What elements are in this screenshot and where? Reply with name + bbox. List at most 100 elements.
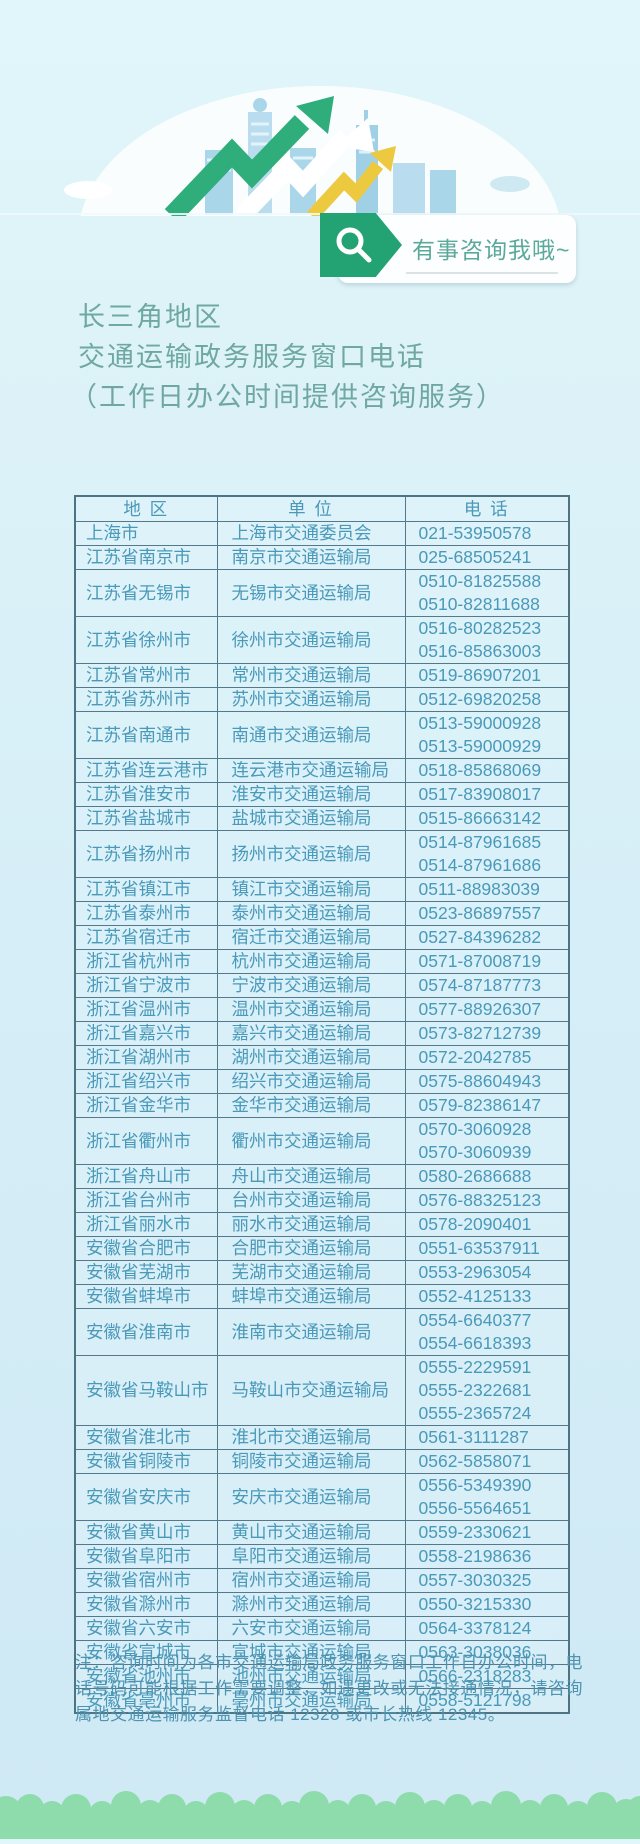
table-row: 安徽省安庆市 安庆市交通运输局 0556-5349390 0556-5564651 — [74, 1473, 570, 1521]
table-row: 安徽省淮南市 淮南市交通运输局 0554-6640377 0554-6618393 — [74, 1308, 570, 1356]
cell-phone: 0550-3215330 — [404, 1592, 570, 1617]
table-row: 浙江省绍兴市 绍兴市交通运输局 0575-88604943 — [74, 1069, 570, 1094]
cell-region: 安徽省黄山市 — [74, 1520, 218, 1545]
cell-phone: 0512-69820258 — [404, 687, 570, 712]
cell-region: 安徽省合肥市 — [74, 1236, 218, 1261]
cell-region: 江苏省盐城市 — [74, 806, 218, 831]
cell-region: 安徽省池州市 — [74, 1664, 218, 1689]
table-row: 安徽省马鞍山市 马鞍山市交通运输局 0555-2229591 0555-232268… — [74, 1355, 570, 1426]
cell-unit: 淮北市交通运输局 — [216, 1425, 406, 1450]
title-subtitle: （工作日办公时间提供咨询服务） — [70, 382, 505, 412]
phone-table-wrap: 地 区 单 位 电 话 上海市 上海市交通委员会 021-53950578 江苏省南京… — [74, 495, 570, 1714]
search-icon — [336, 227, 372, 263]
cell-unit: 温州市交通运输局 — [216, 997, 406, 1022]
table-row: 浙江省嘉兴市 嘉兴市交通运输局 0573-82712739 — [74, 1021, 570, 1046]
phone-table-body: 上海市 上海市交通委员会 021-53950578 江苏省南京市 南京市交通运输局 025… — [74, 521, 570, 1714]
cell-region: 安徽省六安市 — [74, 1616, 218, 1641]
banner-underline — [406, 272, 558, 274]
table-row: 江苏省南通市 南通市交通运输局 0513-59000928 0513-5900092… — [74, 711, 570, 759]
city-growth-illustration — [0, 0, 640, 390]
table-row: 安徽省滁州市 滁州市交通运输局 0550-3215330 — [74, 1592, 570, 1617]
cell-unit: 合肥市交通运输局 — [216, 1236, 406, 1261]
cell-region: 浙江省杭州市 — [74, 949, 218, 974]
table-row: 安徽省阜阳市 阜阳市交通运输局 0558-2198636 — [74, 1544, 570, 1569]
green-arrow — [164, 115, 310, 223]
cell-region: 浙江省宁波市 — [74, 973, 218, 998]
white-arrow — [235, 129, 353, 223]
title-block: 长三角地区 交通运输政务服务窗口电话 （工作日办公时间提供咨询服务） — [70, 297, 505, 417]
cell-unit: 宿州市交通运输局 — [216, 1568, 406, 1593]
cell-phone: 025-68505241 — [404, 545, 570, 570]
cell-unit: 常州市交通运输局 — [216, 663, 406, 688]
cell-unit: 淮安市交通运输局 — [216, 782, 406, 807]
table-row: 江苏省苏州市 苏州市交通运输局 0512-69820258 — [74, 687, 570, 712]
cell-unit: 连云港市交通运输局 — [216, 758, 406, 783]
cell-phone: 0562-5858071 — [404, 1449, 570, 1474]
cell-unit: 阜阳市交通运输局 — [216, 1544, 406, 1569]
table-row: 浙江省温州市 温州市交通运输局 0577-88926307 — [74, 997, 570, 1022]
growth-arrows — [164, 96, 396, 223]
title-main: 交通运输政务服务窗口电话 — [78, 342, 426, 372]
table-row: 浙江省丽水市 丽水市交通运输局 0578-2090401 — [74, 1212, 570, 1237]
cell-phone: 0575-88604943 — [404, 1069, 570, 1094]
cell-unit: 杭州市交通运输局 — [216, 949, 406, 974]
cell-unit: 无锡市交通运输局 — [216, 569, 406, 617]
cell-phone: 0516-80282523 0516-85863003 — [404, 616, 570, 664]
cell-region: 江苏省连云港市 — [74, 758, 218, 783]
cell-region: 安徽省滁州市 — [74, 1592, 218, 1617]
table-row: 浙江省杭州市 杭州市交通运输局 0571-87008719 — [74, 949, 570, 974]
cell-phone: 0519-86907201 — [404, 663, 570, 688]
cell-unit: 亳州市交通运输局 — [216, 1688, 406, 1714]
phone-table: 地 区 单 位 电 话 上海市 上海市交通委员会 021-53950578 江苏省南京… — [74, 495, 570, 1714]
cell-unit: 南通市交通运输局 — [216, 711, 406, 759]
table-row: 江苏省南京市 南京市交通运输局 025-68505241 — [74, 545, 570, 570]
cell-region: 安徽省芜湖市 — [74, 1260, 218, 1285]
cell-unit: 舟山市交通运输局 — [216, 1164, 406, 1189]
cell-region: 浙江省衢州市 — [74, 1117, 218, 1165]
cell-phone: 0573-82712739 — [404, 1021, 570, 1046]
table-row: 浙江省衢州市 衢州市交通运输局 0570-3060928 0570-3060939 — [74, 1117, 570, 1165]
table-row: 江苏省宿迁市 宿迁市交通运输局 0527-84396282 — [74, 925, 570, 950]
cell-phone: 0527-84396282 — [404, 925, 570, 950]
cell-phone: 0571-87008719 — [404, 949, 570, 974]
cell-region: 江苏省南京市 — [74, 545, 218, 570]
table-row: 浙江省宁波市 宁波市交通运输局 0574-87187773 — [74, 973, 570, 998]
cell-unit: 丽水市交通运输局 — [216, 1212, 406, 1237]
cell-phone: 0572-2042785 — [404, 1045, 570, 1070]
cell-phone: 0558-2198636 — [404, 1544, 570, 1569]
cell-unit: 台州市交通运输局 — [216, 1188, 406, 1213]
cell-unit: 绍兴市交通运输局 — [216, 1069, 406, 1094]
cell-region: 安徽省阜阳市 — [74, 1544, 218, 1569]
cell-phone: 0577-88926307 — [404, 997, 570, 1022]
cell-phone: 0518-85868069 — [404, 758, 570, 783]
cell-phone: 0551-63537911 — [404, 1236, 570, 1261]
cell-region: 江苏省泰州市 — [74, 901, 218, 926]
header-unit: 单 位 — [216, 495, 406, 522]
cell-region: 浙江省湖州市 — [74, 1045, 218, 1070]
cell-phone: 0558-5121798 — [404, 1688, 570, 1714]
cell-phone: 0510-81825588 0510-82811688 — [404, 569, 570, 617]
table-row: 浙江省湖州市 湖州市交通运输局 0572-2042785 — [74, 1045, 570, 1070]
table-row: 浙江省舟山市 舟山市交通运输局 0580-2686688 — [74, 1164, 570, 1189]
green-arrow-head — [296, 96, 334, 134]
cell-unit: 铜陵市交通运输局 — [216, 1449, 406, 1474]
cell-phone: 0570-3060928 0570-3060939 — [404, 1117, 570, 1165]
table-row: 江苏省连云港市 连云港市交通运输局 0518-85868069 — [74, 758, 570, 783]
illustration-svg — [0, 86, 640, 390]
cell-phone: 0555-2229591 0555-2322681 0555-2365724 — [404, 1355, 570, 1426]
cell-region: 江苏省徐州市 — [74, 616, 218, 664]
cell-region: 安徽省安庆市 — [74, 1473, 218, 1521]
cell-unit: 六安市交通运输局 — [216, 1616, 406, 1641]
cell-phone: 0564-3378124 — [404, 1616, 570, 1641]
cell-phone: 0563-3038036 — [404, 1640, 570, 1665]
cell-unit: 镇江市交通运输局 — [216, 877, 406, 902]
cell-region: 江苏省淮安市 — [74, 782, 218, 807]
table-row: 安徽省宿州市 宿州市交通运输局 0557-3030325 — [74, 1568, 570, 1593]
cell-region: 安徽省淮南市 — [74, 1308, 218, 1356]
cell-region: 浙江省金华市 — [74, 1093, 218, 1118]
cell-unit: 安庆市交通运输局 — [216, 1473, 406, 1521]
cell-region: 浙江省温州市 — [74, 997, 218, 1022]
cell-unit: 蚌埠市交通运输局 — [216, 1284, 406, 1309]
cell-region: 江苏省苏州市 — [74, 687, 218, 712]
